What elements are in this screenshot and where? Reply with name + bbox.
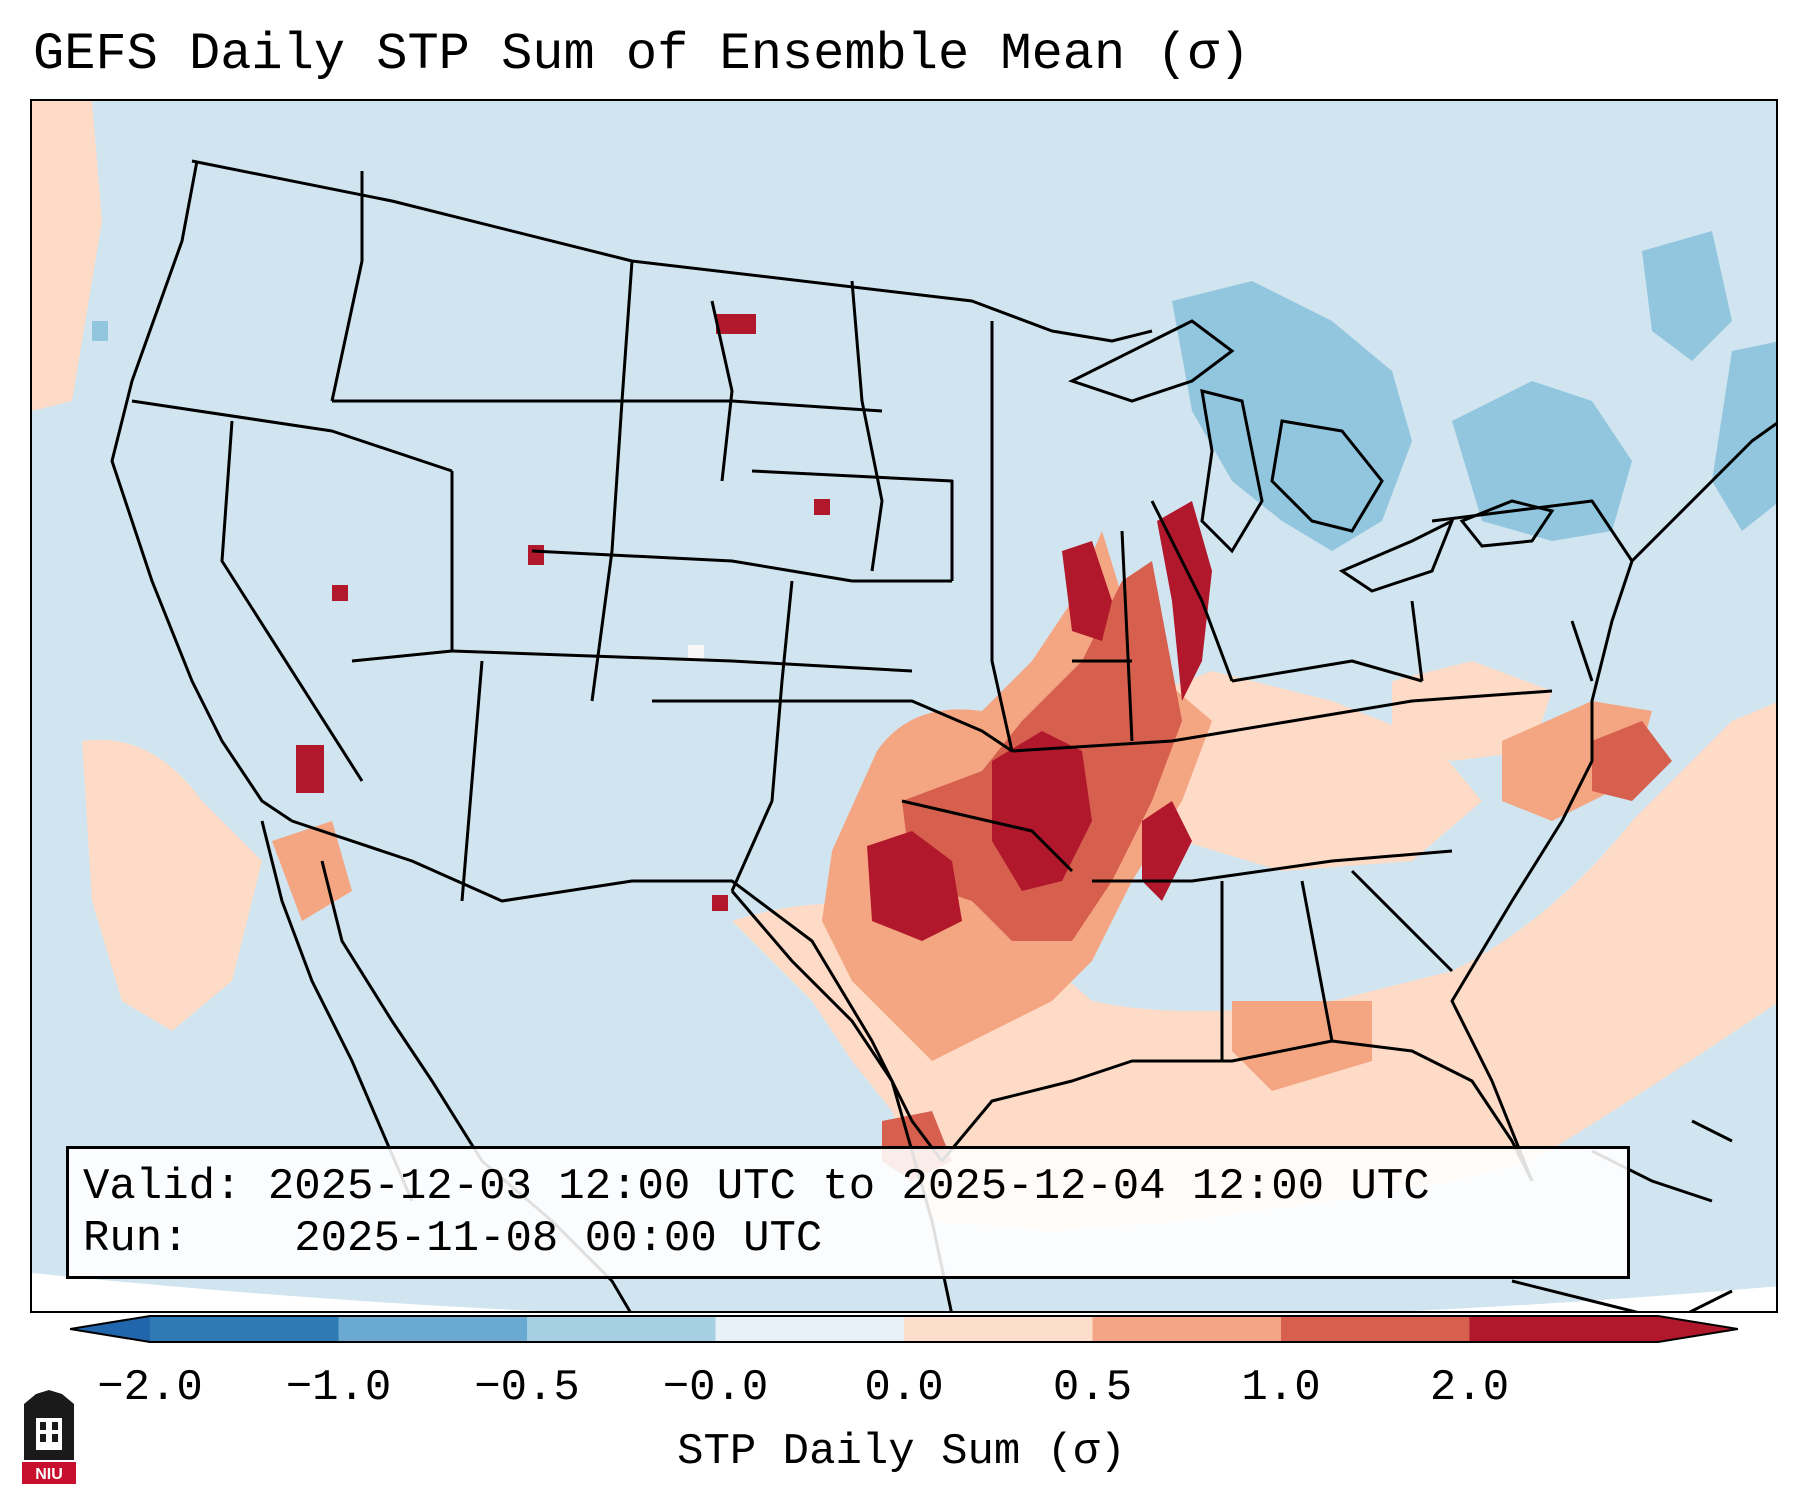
colorbar-tick-label: −0.5 [474, 1363, 580, 1413]
colorbar-tick-label: 2.0 [1429, 1363, 1510, 1413]
colorbar-under-arrow [70, 1316, 150, 1342]
niu-logo: NIU [22, 1390, 76, 1484]
stp-light-positive-regions [32, 101, 1776, 1231]
valid-text: 2025-12-03 12:00 UTC to 2025-12-04 12:00… [267, 1162, 1430, 1212]
colorbar-tick-label: 1.0 [1241, 1363, 1321, 1413]
colorbar-segments [149, 1316, 1659, 1343]
valid-row: Valid: 2025-12-03 12:00 UTC to 2025-12-0… [83, 1161, 1613, 1213]
colorbar-segment [338, 1316, 528, 1342]
logo-text: NIU [35, 1466, 63, 1483]
colorbar-segment [715, 1316, 905, 1342]
colorbar-label: STP Daily Sum (σ) [677, 1427, 1126, 1477]
colorbar-tick-label: −0.0 [662, 1363, 769, 1413]
run-text: 2025-11-08 00:00 UTC [294, 1214, 823, 1264]
run-row: Run: 2025-11-08 00:00 UTC [83, 1213, 1613, 1265]
colorbar-outline [70, 1315, 1738, 1343]
colorbar-tick-label: 0.0 [864, 1363, 944, 1413]
map-title: GEFS Daily STP Sum of Ensemble Mean (σ) [33, 25, 1250, 84]
valid-time-box: Valid: 2025-12-03 12:00 UTC to 2025-12-0… [66, 1146, 1630, 1279]
colorbar-tick-label: −2.0 [97, 1363, 203, 1413]
colorbar-over-arrow [1658, 1316, 1738, 1342]
colorbar-tick-label: 0.5 [1052, 1363, 1133, 1413]
colorbar-segment [1469, 1316, 1659, 1342]
stp-maximum-regions [296, 314, 1212, 941]
colorbar-segment [150, 1316, 339, 1342]
colorbar-segment [527, 1316, 716, 1342]
baja-coast [260, 820, 484, 1202]
neutral-cell [688, 645, 704, 661]
colorbar-segment [1281, 1316, 1470, 1342]
colorbar-segment [904, 1316, 1093, 1342]
colorbar [70, 1315, 1738, 1343]
colorbar-tick-label: −1.0 [285, 1363, 392, 1413]
valid-label: Valid: [83, 1162, 242, 1212]
stp-negative-regions [92, 231, 1776, 551]
map-panel[interactable] [30, 99, 1778, 1313]
run-label: Run: [83, 1214, 189, 1264]
colorbar-segment [1092, 1316, 1282, 1342]
map-canvas [32, 101, 1776, 1311]
great-lakes [1068, 319, 1555, 593]
